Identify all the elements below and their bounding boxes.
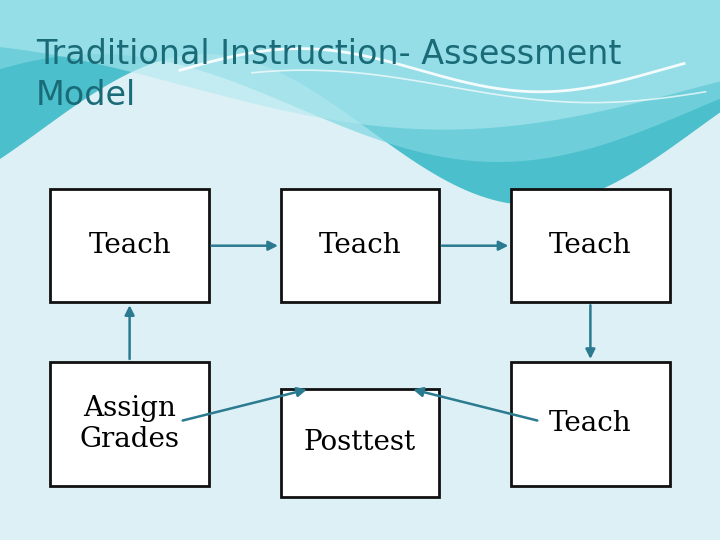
Text: Teach: Teach <box>319 232 401 259</box>
FancyBboxPatch shape <box>50 189 209 302</box>
FancyBboxPatch shape <box>50 362 209 486</box>
Text: Teach: Teach <box>549 410 631 437</box>
FancyBboxPatch shape <box>281 189 439 302</box>
FancyBboxPatch shape <box>281 389 439 497</box>
FancyBboxPatch shape <box>511 362 670 486</box>
Polygon shape <box>0 0 720 205</box>
Text: Traditional Instruction- Assessment
Model: Traditional Instruction- Assessment Mode… <box>36 38 621 112</box>
Text: Posttest: Posttest <box>304 429 416 456</box>
Polygon shape <box>0 0 720 130</box>
Text: Teach: Teach <box>549 232 631 259</box>
Text: Teach: Teach <box>89 232 171 259</box>
FancyBboxPatch shape <box>511 189 670 302</box>
Text: Assign
Grades: Assign Grades <box>80 395 179 453</box>
Polygon shape <box>0 0 720 162</box>
